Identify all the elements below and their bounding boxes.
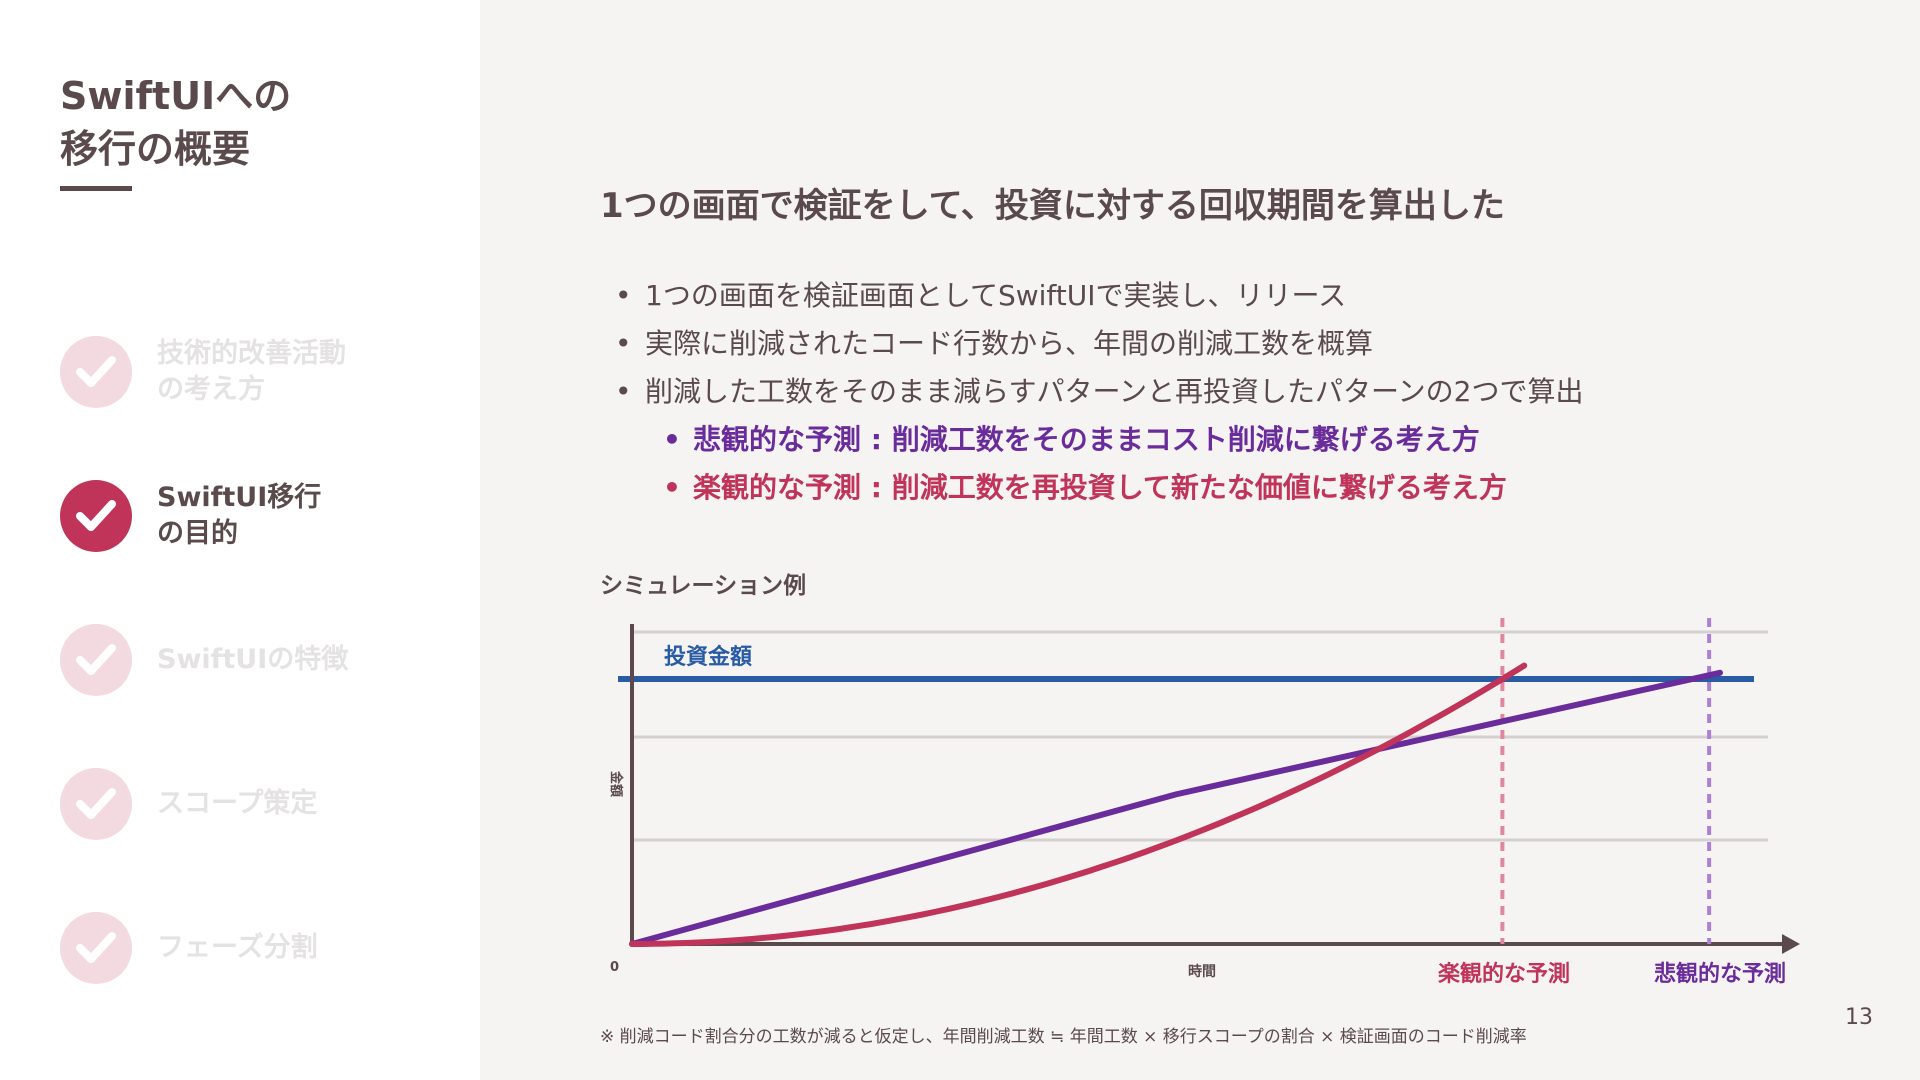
investment-label: 投資金額 [664,644,752,670]
sidebar: SwiftUIへの 移行の概要 技術的改善活動 の考え方 SwiftUI移行 の… [0,0,480,1080]
check-icon [60,336,132,408]
nav-item-phase-split[interactable]: フェーズ分割 [60,912,460,992]
pessimistic-series-line [629,669,1723,947]
title-underline [60,186,132,191]
simulation-label: シミュレーション例 [600,573,807,599]
optimistic-marker-label: 楽観的な予測 [1438,961,1570,987]
bullet-item: 1つの画面を検証画面としてSwiftUIで実装し、リリース [615,272,1583,320]
x-axis-arrow-icon [1782,934,1800,954]
sub-bullet-pessimistic: 悲観的な予測 : 削減工数をそのままコスト削減に繋げる考え方 [663,416,1583,464]
nav-item-swiftui-purpose[interactable]: SwiftUI移行 の目的 [60,480,460,560]
pessimistic-marker-label: 悲観的な予測 [1654,961,1786,987]
nav-item-label: SwiftUIの特徴 [157,644,349,675]
main-panel [480,0,1920,1080]
bullet-item: 実際に削減されたコード行数から、年間の削減工数を概算 [615,320,1583,368]
bullet-item: 削減した工数をそのまま減らすパターンと再投資したパターンの2つで算出 [615,368,1583,416]
nav-item-swiftui-features[interactable]: SwiftUIの特徴 [60,624,460,704]
section-title: SwiftUIへの 移行の概要 [60,74,292,171]
origin-label: 0 [610,960,619,975]
check-icon [60,624,132,696]
optimistic-series-line [629,662,1528,947]
footnote: ※ 削減コード割合分の工数が減ると仮定し、年間削減工数 ≒ 年間工数 × 移行ス… [600,1027,1527,1047]
nav-item-scope[interactable]: スコープ策定 [60,768,460,848]
nav-item-tech-improvement[interactable]: 技術的改善活動 の考え方 [60,336,460,416]
nav-item-label: SwiftUI移行 の目的 [157,482,322,549]
check-icon [60,768,132,840]
x-axis-label: 時間 [1188,963,1216,980]
check-icon [60,480,132,552]
page-number: 13 [1845,1005,1873,1030]
nav-item-label: スコープ策定 [157,788,318,819]
nav-item-label: フェーズ分割 [157,932,318,963]
bullet-list: 1つの画面を検証画面としてSwiftUIで実装し、リリース 実際に削減されたコー… [615,272,1583,512]
check-icon [60,912,132,984]
headline: 1つの画面で検証をして、投資に対する回収期間を算出した [600,186,1505,226]
y-axis-label: 金額 [608,770,624,797]
simulation-chart: 投資金額 0 時間 金額 楽観的な予測 悲観的な予測 [608,618,1800,987]
nav-item-label: 技術的改善活動 の考え方 [157,338,346,405]
sub-bullet-optimistic: 楽観的な予測 : 削減工数を再投資して新たな価値に繋げる考え方 [663,464,1583,512]
